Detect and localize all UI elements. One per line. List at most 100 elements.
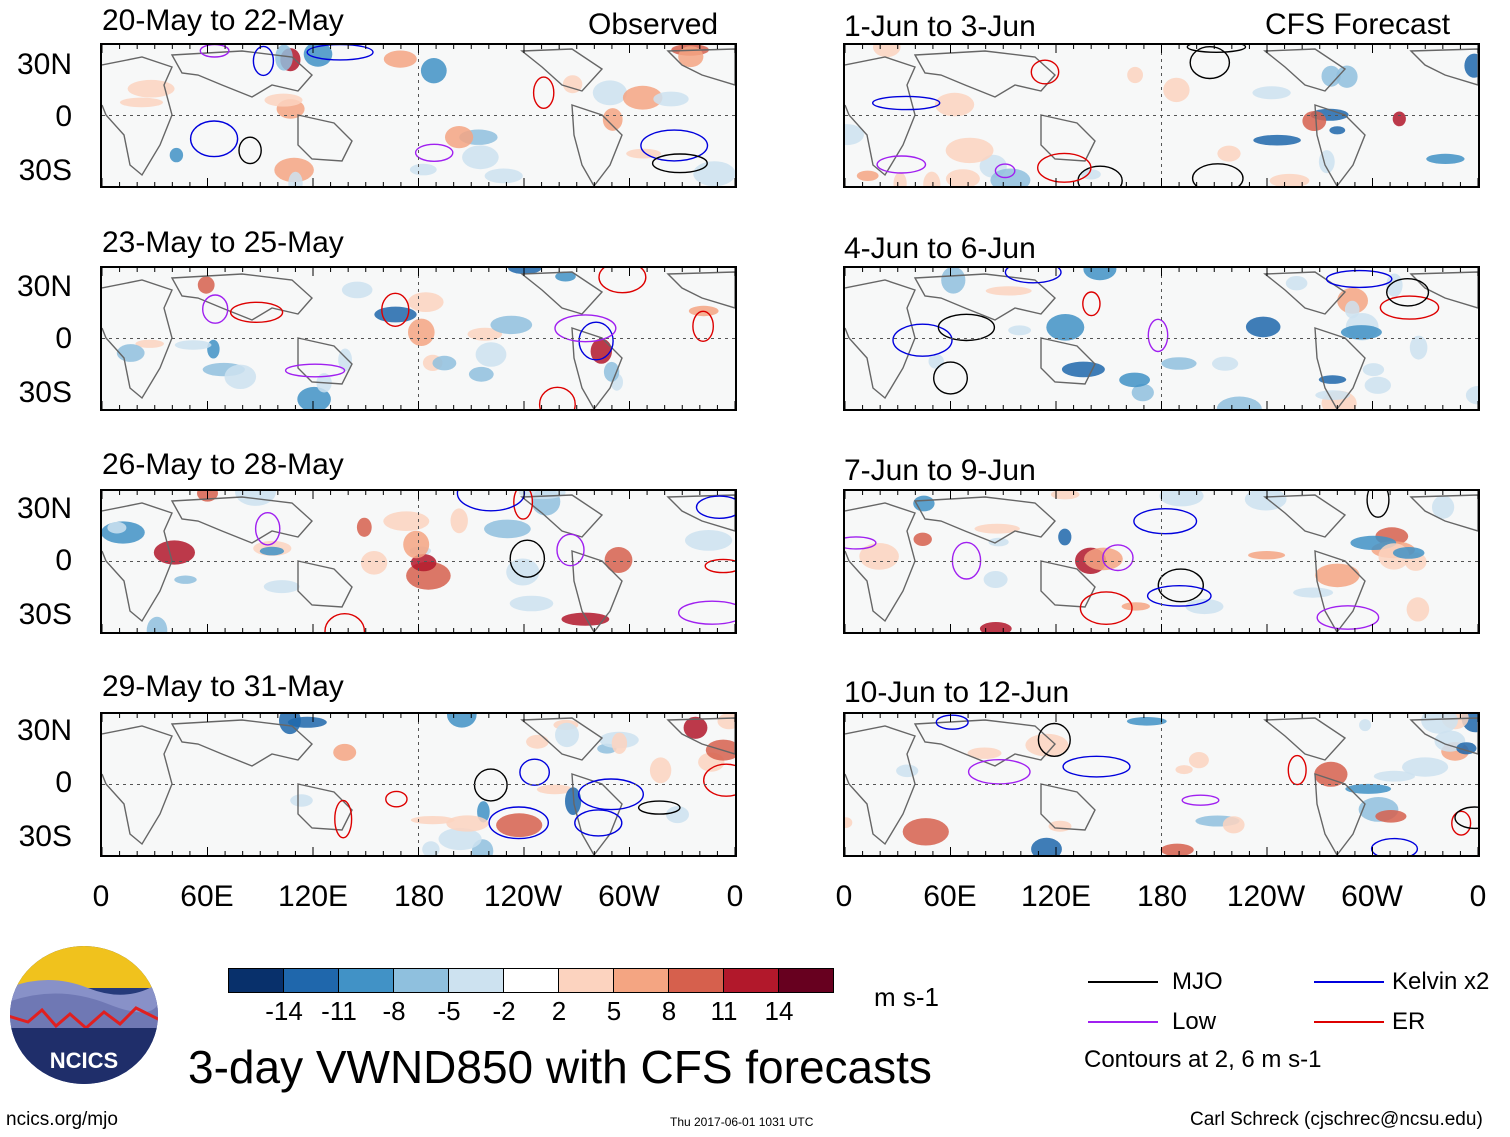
wave-contour [637, 800, 681, 815]
map-panel-observed [100, 266, 737, 411]
coastline [666, 494, 735, 532]
wind-anomaly-blob [1392, 111, 1406, 127]
wind-anomaly-blob [856, 170, 879, 181]
wave-contour [1370, 837, 1419, 855]
wind-anomaly-blob [536, 784, 573, 795]
coastline [170, 496, 313, 544]
colorbar-box [228, 968, 284, 993]
wind-anomaly-blob [422, 841, 440, 855]
observed-panel-title: 20-May to 22-May [102, 4, 344, 37]
wind-anomaly-blob [1314, 761, 1348, 787]
wind-anomaly-blob [1406, 597, 1430, 622]
wind-anomaly-blob [1248, 551, 1286, 560]
colorbar-tick: 8 [661, 996, 677, 1026]
wind-anomaly-blob [274, 157, 314, 183]
colorbar-box [723, 968, 779, 993]
wave-contour [532, 76, 555, 109]
wind-anomaly-blob [1426, 153, 1465, 164]
wind-anomaly-blob [1245, 316, 1281, 338]
wave-contour [284, 363, 346, 378]
wind-anomaly-blob [1222, 816, 1245, 834]
wind-anomaly-blob [979, 622, 1012, 632]
coastline [1263, 494, 1347, 538]
wind-anomaly-blob [902, 818, 949, 846]
colorbar-tick: -5 [437, 996, 461, 1026]
coastline [520, 494, 604, 538]
wind-anomaly-blob [1175, 765, 1193, 775]
legend-line-mjo [1088, 981, 1158, 983]
wave-contour [578, 778, 645, 811]
wave-contour [201, 294, 229, 324]
colorbar-tick: -14 [265, 996, 303, 1026]
colorbar-tick: -8 [382, 996, 406, 1026]
wind-anomaly-blob [967, 747, 1002, 759]
wind-anomaly-blob [290, 794, 313, 807]
forecast-label: CFS Forecast [1265, 8, 1451, 41]
wave-contour [199, 45, 230, 58]
wind-anomaly-blob [1293, 587, 1334, 598]
map-panel-forecast [843, 712, 1480, 857]
lon-label: 120W [483, 880, 563, 913]
wind-anomaly-blob [420, 58, 447, 84]
wind-anomaly-blob [490, 315, 533, 335]
wind-anomaly-blob [1008, 325, 1031, 336]
colorbar-units: m s-1 [874, 982, 939, 1012]
wave-contour [692, 310, 714, 342]
wave-contour [1379, 295, 1440, 320]
wind-anomaly-blob [197, 276, 215, 294]
coastline [571, 327, 623, 409]
wind-anomaly-blob [1217, 145, 1241, 162]
wind-anomaly-blob [1031, 837, 1062, 855]
coastline [571, 550, 623, 632]
wave-contour [381, 292, 410, 327]
wind-anomaly-blob [506, 558, 540, 586]
wind-anomaly-blob [1318, 375, 1347, 384]
wind-anomaly-blob [626, 148, 661, 159]
lon-label: 0 [835, 880, 853, 913]
wind-anomaly-blob [1336, 65, 1358, 88]
wind-anomaly-blob [462, 145, 499, 170]
coastline [1040, 560, 1096, 608]
wind-anomaly-blob [1386, 273, 1403, 297]
footer-left[interactable]: ncics.org/mjo [6, 1109, 118, 1130]
wind-anomaly-blob [468, 366, 494, 382]
wave-contour [1366, 491, 1390, 518]
legend-label: ER [1392, 1008, 1426, 1035]
wave-contour [554, 314, 617, 343]
wind-anomaly-blob [224, 364, 257, 389]
coastline [1040, 114, 1096, 162]
wind-anomaly-blob [508, 268, 542, 274]
wind-anomaly-blob [1121, 602, 1150, 611]
wind-anomaly-blob [259, 546, 284, 556]
wave-contour [1062, 755, 1131, 778]
wave-contour [252, 45, 275, 77]
wind-anomaly-blob [263, 580, 300, 594]
colorbar-box [338, 968, 394, 993]
map-canvas [845, 45, 1478, 186]
coastline [170, 50, 313, 98]
wind-anomaly-blob [264, 93, 303, 107]
wind-anomaly-blob [297, 386, 331, 409]
wind-anomaly-blob [1050, 491, 1080, 500]
lon-label: 0 [726, 880, 744, 913]
forecast-panel-title: 10-Jun to 12-Jun [844, 676, 1070, 709]
wind-anomaly-blob [484, 168, 523, 184]
coastline [1263, 271, 1347, 315]
wind-anomaly-blob [873, 45, 901, 58]
wave-contour [967, 758, 1031, 785]
map-panel-forecast [843, 43, 1480, 188]
wind-anomaly-blob [1373, 770, 1415, 782]
coastline [1409, 717, 1478, 755]
wave-contour [1189, 46, 1231, 80]
forecast-panel-title: 1-Jun to 3-Jun [844, 10, 1036, 43]
coastline [102, 279, 173, 400]
wind-anomaly-blob [1216, 396, 1262, 409]
wave-contour [1287, 754, 1307, 786]
coastline [170, 719, 313, 767]
coastline [845, 502, 916, 623]
wind-anomaly-blob [1025, 733, 1069, 757]
wave-contour [640, 129, 709, 162]
map-canvas [102, 268, 735, 409]
wind-anomaly-blob [288, 171, 303, 186]
wind-anomaly-blob [127, 79, 175, 98]
